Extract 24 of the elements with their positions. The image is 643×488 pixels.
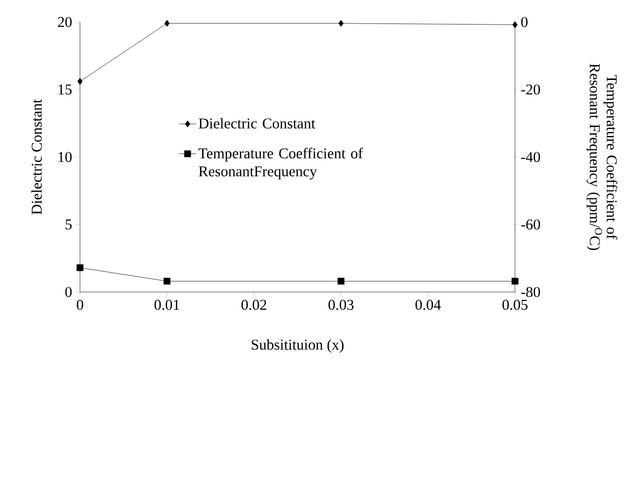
x-tick-label: 0.01 [154, 300, 180, 310]
y2-tick-label: -60 [521, 219, 540, 230]
point [164, 20, 170, 27]
y2-axis-title: Temperature Coefficient of Resonant Frequency (ppm/$^{O}$C) [586, 64, 618, 250]
legend-label: Temperature Coefficient of ResonantFrequency [198, 148, 363, 180]
y-tick-label: 10 [58, 152, 72, 162]
y2-tick-label: -40 [521, 152, 540, 162]
y-tick-label: 20 [58, 16, 72, 28]
y2-tick-label: 0 [521, 16, 528, 28]
y-tick-label: 15 [58, 84, 72, 94]
point [338, 20, 344, 27]
x-tick-label: 0 [76, 300, 84, 310]
legend-label: Dielectric Constant [198, 118, 316, 128]
y2-tick-label: -20 [521, 84, 540, 95]
y2-tick-label: -80 [521, 286, 540, 298]
y-tick-label: 5 [66, 220, 72, 230]
x-tick-label: 0.02 [241, 300, 266, 310]
point [77, 78, 83, 85]
x-tick-label: 0.05 [502, 300, 528, 310]
x-axis-title: Subsitituion (x) [252, 339, 344, 353]
y-tick-label: 0 [65, 286, 72, 298]
x-tick-label: 0.04 [415, 300, 441, 310]
y-axis-title: Dielectric Constant [31, 99, 42, 214]
x-tick-label: 0.03 [328, 300, 354, 310]
